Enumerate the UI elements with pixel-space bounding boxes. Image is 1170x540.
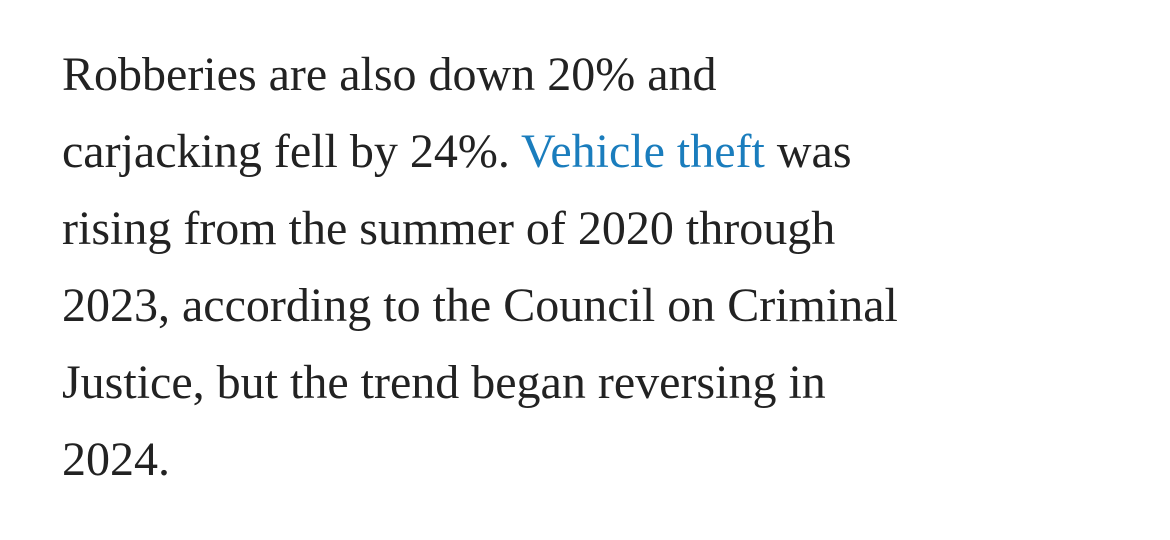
text-line: carjacking fell by 24%. Vehicle theft wa…: [62, 113, 898, 190]
text-line: rising from the summer of 2020 through: [62, 202, 836, 255]
text-run: was: [776, 125, 852, 178]
text-line: Justice, but the trend began reversing i…: [62, 356, 826, 409]
text-run: carjacking fell by 24%.: [62, 125, 510, 178]
text-line: 2024.: [62, 433, 170, 486]
text-line: Robberies are also down 20% and: [62, 48, 717, 101]
text-line: 2023, according to the Council on Crimin…: [62, 279, 898, 332]
inline-link[interactable]: Vehicle theft: [520, 125, 765, 178]
article-paragraph: Robberies are also down 20% and carjacki…: [62, 36, 898, 498]
